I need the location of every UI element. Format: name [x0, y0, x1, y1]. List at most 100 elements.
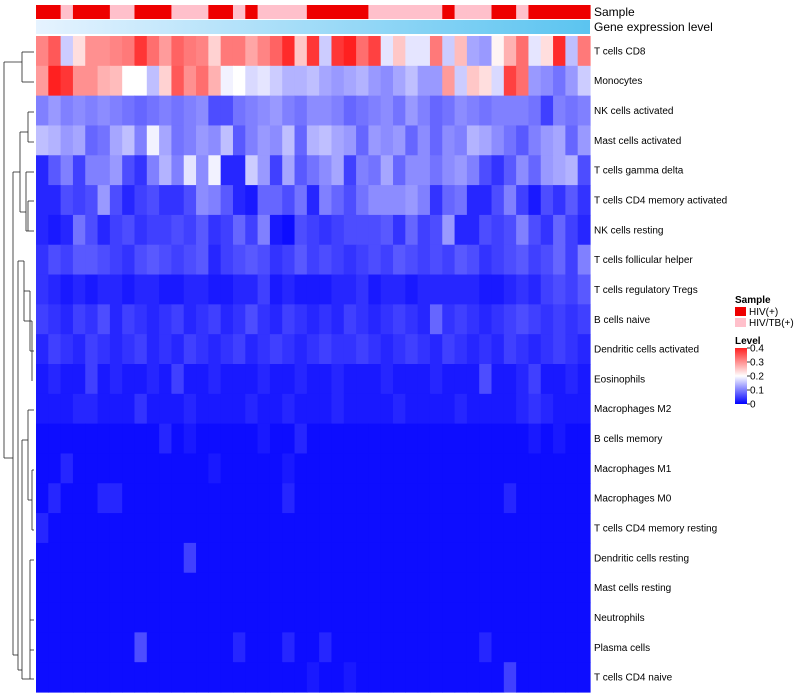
- heatmap-cell: [269, 364, 283, 395]
- level-tick-label: 0: [750, 400, 756, 411]
- heatmap-cell: [220, 602, 234, 633]
- heatmap-cell: [282, 632, 296, 663]
- heatmap-cell: [429, 125, 443, 156]
- heatmap-cell: [269, 662, 283, 693]
- heatmap-cell: [269, 244, 283, 276]
- heatmap-cell: [282, 483, 296, 514]
- heatmap-cell: [72, 214, 86, 246]
- heatmap-cell: [516, 393, 530, 425]
- heatmap-cell: [245, 393, 259, 425]
- heatmap-cell: [282, 244, 296, 276]
- heatmap-cell: [220, 214, 234, 246]
- heatmap-cell: [36, 393, 49, 425]
- heatmap-cell: [454, 214, 468, 246]
- heatmap-cell: [405, 65, 419, 97]
- sample-cell: [528, 5, 542, 19]
- sample-cell: [60, 5, 74, 19]
- heatmap-cell: [159, 185, 173, 216]
- heatmap-cell: [220, 393, 234, 425]
- heatmap-cell: [85, 214, 99, 246]
- legend-swatch-hivtb: [735, 318, 746, 327]
- heatmap-cell: [48, 125, 62, 156]
- heatmap-cell: [491, 185, 505, 216]
- heatmap-cell: [245, 244, 259, 276]
- heatmap-cell: [356, 423, 369, 455]
- heatmap-cell: [516, 36, 530, 67]
- sample-cell: [208, 5, 222, 19]
- heatmap-cell: [294, 542, 308, 574]
- heatmap-cell: [208, 632, 222, 663]
- heatmap-cell: [442, 274, 456, 305]
- heatmap-cell: [393, 453, 406, 484]
- heatmap-cell: [208, 364, 222, 395]
- heatmap-cell: [565, 572, 579, 604]
- heatmap-cell: [208, 95, 222, 127]
- heatmap-cell: [528, 393, 542, 425]
- legend-level-title: Level: [735, 336, 761, 347]
- heatmap-cell: [257, 95, 271, 127]
- heatmap-cell: [516, 65, 530, 97]
- heatmap-cell: [109, 423, 123, 455]
- heatmap-cell: [368, 125, 382, 156]
- heatmap-cell: [146, 602, 160, 633]
- heatmap-cell: [97, 393, 111, 425]
- row-label: T cells CD4 memory resting: [594, 524, 717, 535]
- heatmap-cell: [356, 36, 369, 67]
- heatmap-cell: [380, 483, 394, 514]
- heatmap-cell: [553, 364, 566, 395]
- heatmap-cell: [109, 95, 123, 127]
- heatmap-cell: [491, 632, 505, 663]
- heatmap-cell: [405, 572, 419, 604]
- heatmap-cell: [393, 483, 406, 514]
- heatmap-cell: [208, 334, 222, 365]
- heatmap-cell: [232, 36, 246, 67]
- heatmap-cell: [479, 214, 493, 246]
- sample-cell: [85, 5, 99, 19]
- heatmap-cell: [196, 304, 209, 335]
- heatmap-cell: [220, 65, 234, 97]
- heatmap-cell: [171, 274, 185, 305]
- heatmap-cell: [196, 214, 209, 246]
- heatmap-cell: [516, 185, 530, 216]
- heatmap-cell: [565, 155, 579, 186]
- heatmap-cell: [429, 36, 443, 67]
- heatmap-cell: [36, 185, 49, 216]
- heatmap-cell: [503, 95, 517, 127]
- heatmap-cell: [331, 274, 345, 305]
- heatmap-cell: [245, 662, 259, 693]
- heatmap-cell: [417, 453, 431, 484]
- heatmap-cell: [134, 185, 148, 216]
- heatmap-cell: [503, 155, 517, 186]
- heatmap-cell: [196, 364, 209, 395]
- heatmap-cell: [97, 65, 111, 97]
- heatmap-cell: [466, 513, 480, 544]
- heatmap-cell: [294, 274, 308, 305]
- heatmap-cell: [122, 423, 136, 455]
- heatmap-cell: [466, 542, 480, 574]
- heatmap-cell: [540, 334, 554, 365]
- heatmap-cell: [196, 125, 209, 156]
- sample-cell: [479, 5, 493, 19]
- heatmap-cell: [503, 542, 517, 574]
- heatmap-cell: [319, 453, 333, 484]
- heatmap-cell: [479, 572, 493, 604]
- heatmap-cell: [528, 244, 542, 276]
- heatmap-cell: [466, 423, 480, 455]
- heatmap-cell: [208, 572, 222, 604]
- heatmap-cell: [343, 304, 357, 335]
- heatmap-cell: [429, 662, 443, 693]
- heatmap-cell: [48, 244, 62, 276]
- heatmap-cell: [72, 542, 86, 574]
- heatmap-cell: [36, 274, 49, 305]
- heatmap-cell: [540, 393, 554, 425]
- heatmap-cell: [159, 542, 173, 574]
- heatmap-cell: [134, 244, 148, 276]
- heatmap-cell: [466, 36, 480, 67]
- heatmap-cell: [60, 65, 74, 97]
- heatmap-cell: [48, 155, 62, 186]
- heatmap-cell: [269, 155, 283, 186]
- heatmap-cell: [380, 662, 394, 693]
- heatmap-cell: [331, 602, 345, 633]
- heatmap-cell: [257, 393, 271, 425]
- heatmap-cell: [528, 572, 542, 604]
